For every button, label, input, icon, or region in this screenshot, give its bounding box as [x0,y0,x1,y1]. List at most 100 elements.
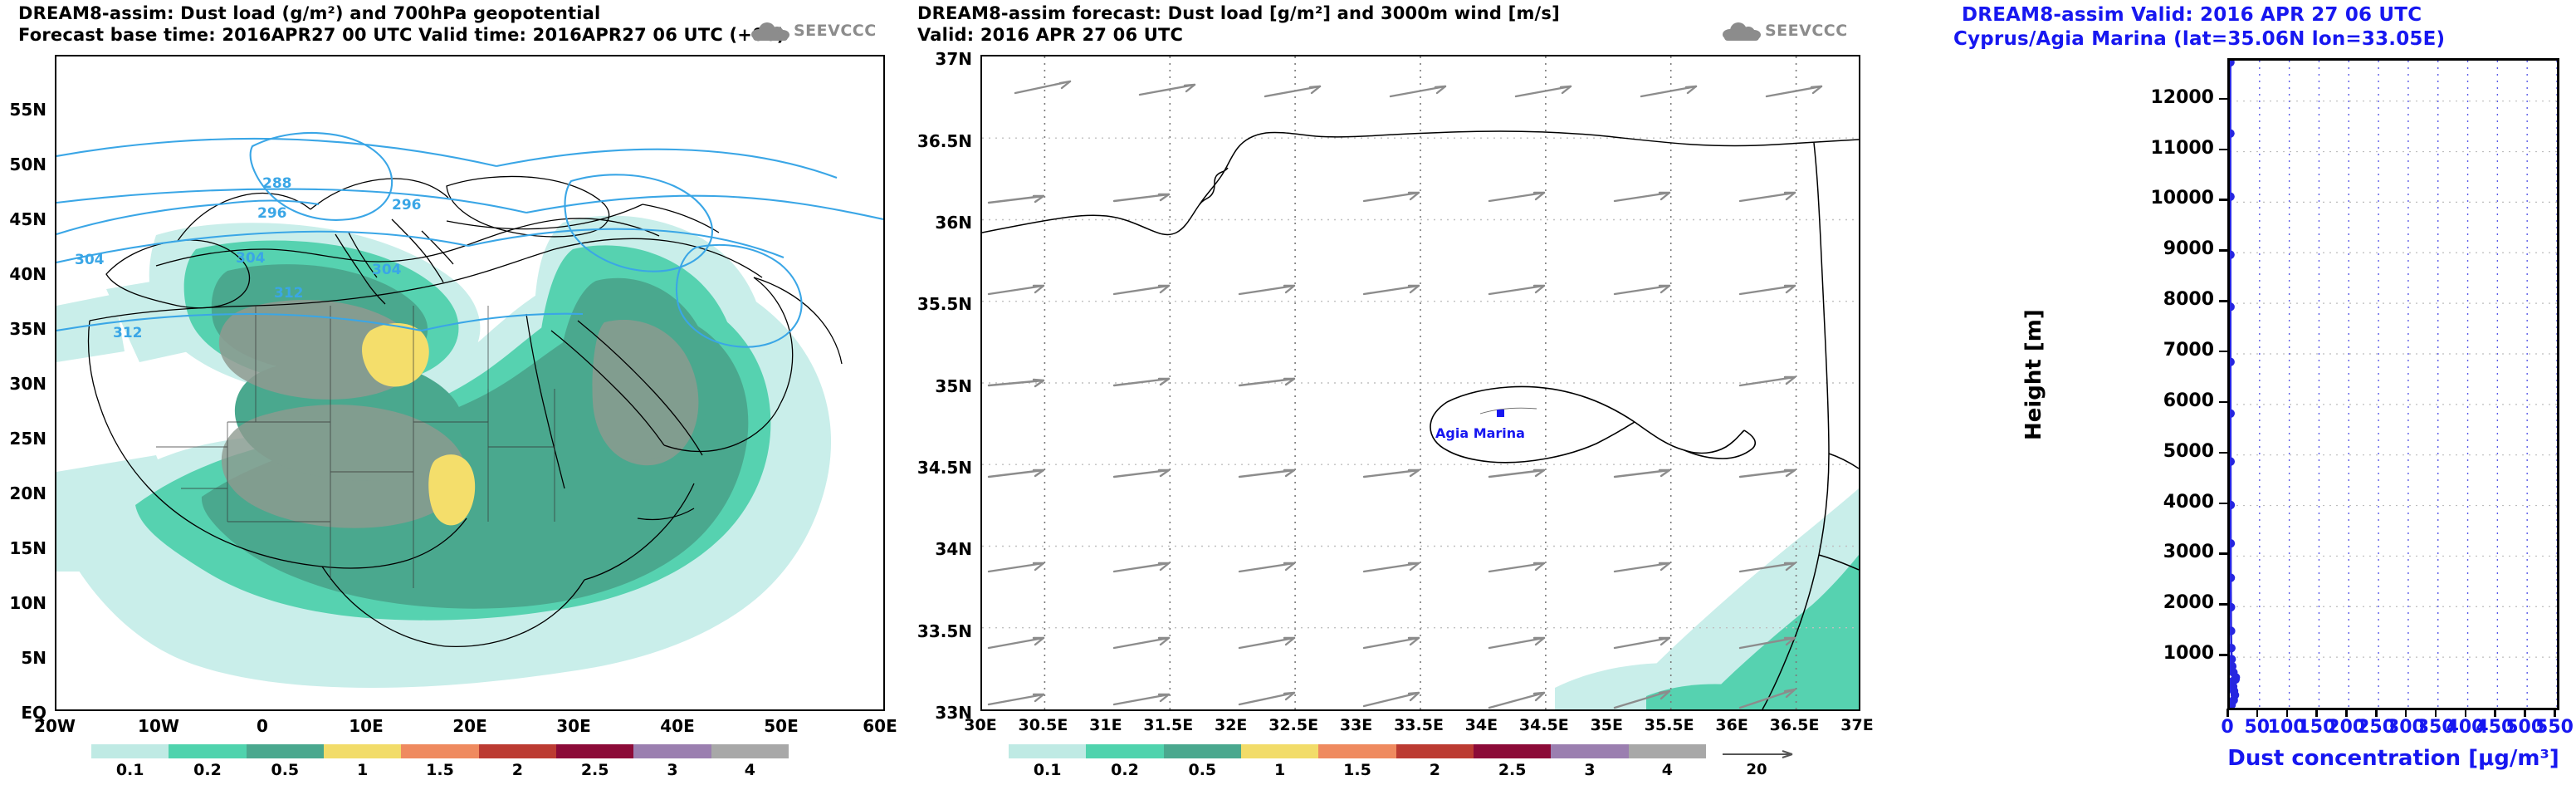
xtick-label: 34E [1464,716,1498,734]
profile-data-point [2230,457,2236,466]
xtick-label: 35.5E [1644,716,1694,734]
colorbar-swatch [555,744,634,758]
left-panel-title-line2: Forecast base time: 2016APR27 00 UTC Val… [18,25,785,45]
cloud-icon [1723,22,1761,41]
profile-data-point [2230,626,2236,635]
profile-y-axis-title: Height [m] [2021,308,2046,440]
profile-ytick-label: 11000 [2150,137,2214,159]
profile-xtick-label: 100 [2267,717,2306,738]
station-marker-agia-marina[interactable] [1497,410,1504,417]
colorbar-tick-label: 0.5 [271,761,300,779]
xtick-label: 40E [660,716,695,736]
colorbar-tick-label: 3 [667,761,678,779]
profile-data-point [2230,357,2235,366]
xtick-label: 32E [1214,716,1248,734]
colorbar-tick-label: 0.2 [193,761,222,779]
svg-text:312: 312 [113,325,143,341]
xtick-label: 30.5E [1018,716,1068,734]
profile-ytick-label: 7000 [2163,339,2214,361]
mid-colorbar-labels: 0.1 0.2 0.5 1 1.5 2 2.5 3 4 [1009,761,1706,779]
profile-ytick-label: 3000 [2163,542,2214,563]
profile-ytick-mark [2219,451,2227,454]
xtick-label: 30E [964,716,997,734]
colorbar-tick-label: 2 [511,761,523,779]
colorbar-swatch [1240,744,1319,758]
colorbar-tick-label: 2.5 [580,761,609,779]
xtick-label: 31E [1089,716,1122,734]
profile-xtick-mark [2494,709,2496,717]
profile-data-point [2230,500,2236,510]
colorbar-tick-label: 1.5 [426,761,454,779]
profile-xtick-mark [2315,709,2318,717]
wind-scale-arrow-icon [1723,750,1793,758]
ytick-label: EQ [21,703,46,723]
profile-ytick-label: 12000 [2150,86,2214,108]
ytick-label: 37N [935,49,972,69]
right-panel-title-line1: DREAM8-assim Valid: 2016 APR 27 06 UTC [1962,4,2422,26]
wind-scale-label: 20 [1746,761,1767,778]
wind-scale-key: 20 [1721,748,1801,778]
xtick-label: 60E [863,716,897,736]
colorbar-swatch [711,744,789,758]
left-map-canvas[interactable]: 288 296 296 304 304 304 312 312 [55,55,885,711]
svg-text:304: 304 [236,250,266,267]
ytick-label: 35.5N [917,294,972,314]
profile-xtick-label: 0 [2221,717,2234,738]
colorbar-swatch [633,744,711,758]
colorbar-tick-label: 0.1 [115,761,144,779]
profile-xtick-label: 550 [2535,717,2574,738]
profile-x-axis-title: Dust concentration [μg/m³] [2227,746,2559,771]
xtick-label: 32.5E [1268,716,1319,734]
profile-xtick-mark [2554,709,2556,717]
profile-data-point [2230,129,2235,138]
profile-plot-canvas[interactable] [2227,58,2559,710]
profile-ytick-label: 4000 [2163,491,2214,513]
profile-data-point [2230,302,2235,312]
profile-ytick-label: 8000 [2163,289,2214,311]
svg-text:304: 304 [75,252,105,268]
profile-ytick-mark [2219,199,2227,201]
colorbar-tick-label: 2.5 [1498,761,1527,779]
ytick-label: 45N [9,209,46,229]
ytick-label: 33N [935,703,972,723]
right-panel-title-line2: Cyprus/Agia Marina (lat=35.06N lon=33.05… [1953,28,2446,50]
colorbar-swatch [478,744,556,758]
left-map-graphics: 288 296 296 304 304 304 312 312 [56,131,883,688]
profile-data-point [2230,409,2235,418]
colorbar-tick-label: 4 [1661,761,1673,779]
profile-xtick-label: 450 [2476,717,2515,738]
profile-xtick-mark [2404,709,2407,717]
profile-ytick-mark [2219,300,2227,302]
xtick-label: 37E [1840,716,1874,734]
profile-ytick-label: 5000 [2163,440,2214,462]
left-colorbar [91,744,789,758]
profile-ytick-label: 2000 [2163,592,2214,614]
svg-text:312: 312 [274,285,304,302]
colorbar-swatch [1396,744,1474,758]
profile-xtick-label: 500 [2505,717,2544,738]
colorbar-swatch [1551,744,1629,758]
colorbar-swatch [1473,744,1552,758]
xtick-label: 30E [556,716,591,736]
xtick-label: 10E [349,716,384,736]
svg-text:296: 296 [257,205,287,222]
ytick-label: 35N [935,376,972,396]
mid-map-canvas[interactable]: Agia Marina [980,55,1860,711]
colorbar-swatch [91,744,169,758]
colorbar-swatch [1163,744,1241,758]
xtick-label: 50E [764,716,799,736]
profile-data-point [2230,661,2237,671]
profile-xtick-mark [2524,709,2526,717]
colorbar-tick-label: 0.1 [1033,761,1062,779]
profile-plot-graphics [2230,61,2557,708]
profile-xtick-mark [2375,709,2378,717]
profile-xtick-mark [2464,709,2467,717]
profile-ytick-mark [2219,654,2227,656]
colorbar-tick-label: 4 [744,761,755,779]
colorbar-swatch [246,744,324,758]
seevccc-wordmark: SEEVCCC [1765,22,1848,40]
panel-vertical-dust-profile: DREAM8-assim Valid: 2016 APR 27 06 UTC C… [1897,0,2576,785]
profile-ytick-mark [2219,552,2227,555]
profile-ytick-mark [2219,603,2227,606]
